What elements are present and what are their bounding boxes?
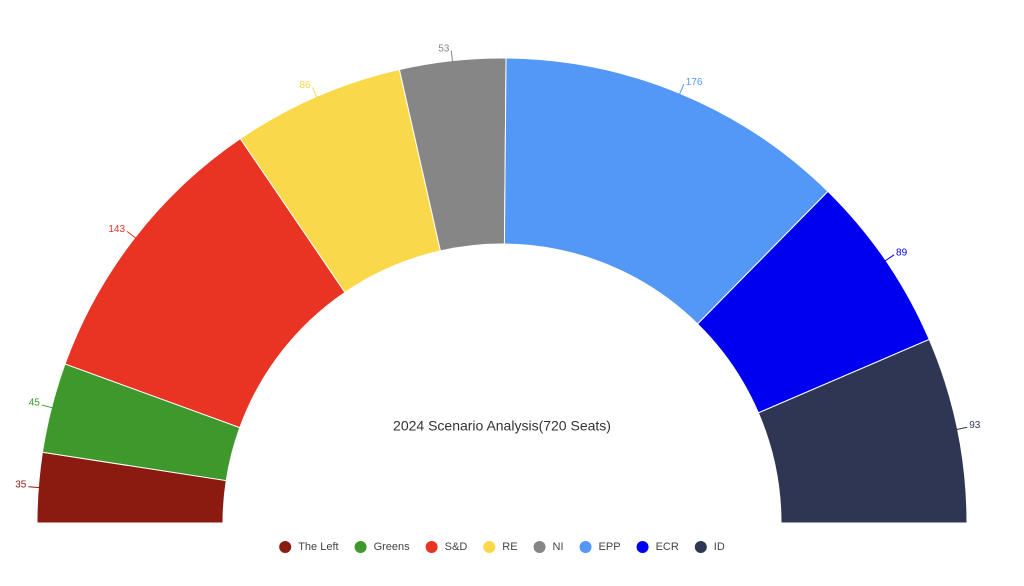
- data-label: 53: [438, 43, 450, 54]
- data-label: 89: [896, 247, 908, 258]
- legend-label: The Left: [298, 541, 338, 553]
- data-label: 93: [969, 420, 981, 431]
- leader-line: [955, 426, 968, 431]
- data-label: 176: [686, 77, 703, 88]
- legend-marker: [533, 541, 546, 553]
- slice: [757, 338, 968, 524]
- legend-marker: [483, 541, 496, 553]
- legend-label: ECR: [656, 541, 679, 553]
- legend-marker: [354, 541, 367, 553]
- legend: The Left Greens S&D RE NI EPP ECR ID: [279, 541, 725, 553]
- legend-marker: [579, 541, 592, 553]
- legend-label: ID: [714, 541, 725, 553]
- leader-line: [450, 50, 454, 63]
- legend-label: Greens: [374, 541, 411, 553]
- legend-marker: [425, 541, 438, 553]
- leader-line: [126, 230, 137, 240]
- leader-line: [678, 83, 685, 96]
- leader-line: [28, 486, 41, 489]
- data-label: 45: [29, 398, 41, 409]
- data-label: 35: [15, 479, 27, 490]
- legend-label: EPP: [599, 541, 621, 553]
- legend-label: S&D: [445, 541, 468, 553]
- chart-title: 2024 Scenario Analysis(720 Seats): [393, 418, 611, 434]
- legend-marker: [694, 541, 707, 553]
- legend-marker: [279, 541, 292, 553]
- data-label: 86: [299, 80, 311, 91]
- legend-label: NI: [553, 541, 564, 553]
- leader-line: [312, 87, 318, 99]
- leader-line: [883, 254, 895, 262]
- data-label: 143: [108, 224, 125, 235]
- legend-label: RE: [502, 541, 517, 553]
- legend-marker: [636, 541, 649, 553]
- leader-line: [41, 404, 54, 409]
